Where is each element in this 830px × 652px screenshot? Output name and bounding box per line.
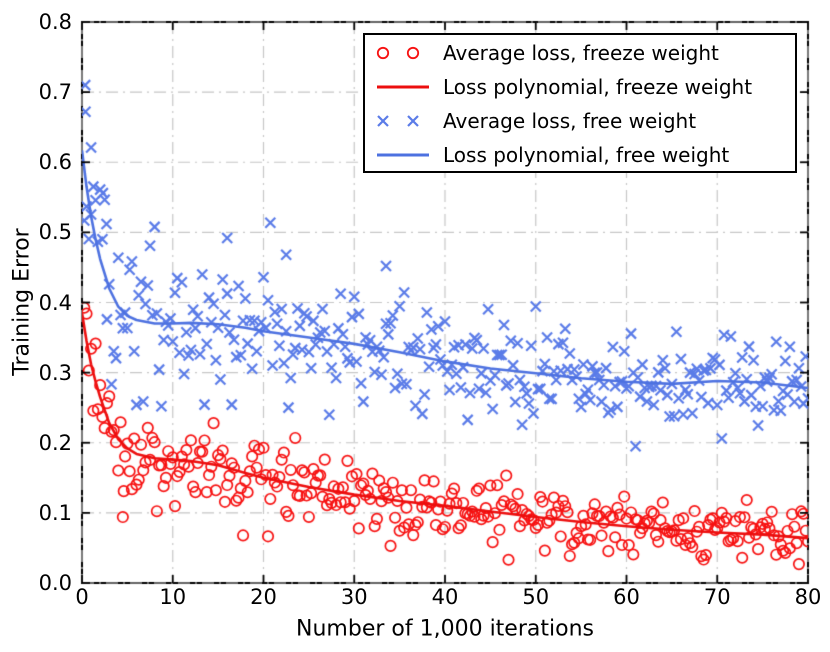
x-tick-label-60: 60 [613,585,640,609]
x-tick-label-10: 10 [159,585,187,609]
legend: Average loss, freeze weight Loss polynom… [363,33,797,173]
line-sample-icon [377,85,429,89]
circle-marker-pair-icon [376,46,420,60]
x-marker-pair-icon [377,115,419,127]
x-tick-label-40: 40 [431,585,459,609]
y-tick-label-0.0: 0.0 [38,571,72,595]
legend-entry-avg-loss-freeze: Average loss, freeze weight [365,36,795,70]
y-tick-label-0.6: 0.6 [38,150,72,175]
line-sample-icon [377,153,429,157]
y-tick-label-0.3: 0.3 [38,360,72,385]
legend-entry-poly-free: Loss polynomial, free weight [365,138,795,172]
legend-entry-poly-freeze: Loss polynomial, freeze weight [365,70,795,104]
y-tick-label-0.4: 0.4 [38,290,72,315]
legend-entry-avg-loss-free: Average loss, free weight [365,104,795,138]
x-tick-label-20: 20 [250,585,277,609]
legend-label: Loss polynomial, free weight [443,143,730,167]
x-tick-label-30: 30 [340,585,368,609]
legend-label: Average loss, freeze weight [443,41,719,65]
x-axis-label: Number of 1,000 iterations [296,616,594,642]
y-tick-label-0.5: 0.5 [38,220,72,245]
x-tick-label-80: 80 [794,585,822,609]
y-tick-label-0.7: 0.7 [38,80,72,105]
x-tick-label-70: 70 [703,585,731,609]
x-tick-label-0: 0 [75,585,89,609]
y-tick-label-0.1: 0.1 [38,500,72,525]
legend-label: Average loss, free weight [443,109,697,133]
y-tick-label-0.2: 0.2 [38,430,72,455]
y-tick-label-0.8: 0.8 [38,10,72,34]
x-tick-label-50: 50 [522,585,550,609]
legend-label: Loss polynomial, freeze weight [443,75,753,99]
